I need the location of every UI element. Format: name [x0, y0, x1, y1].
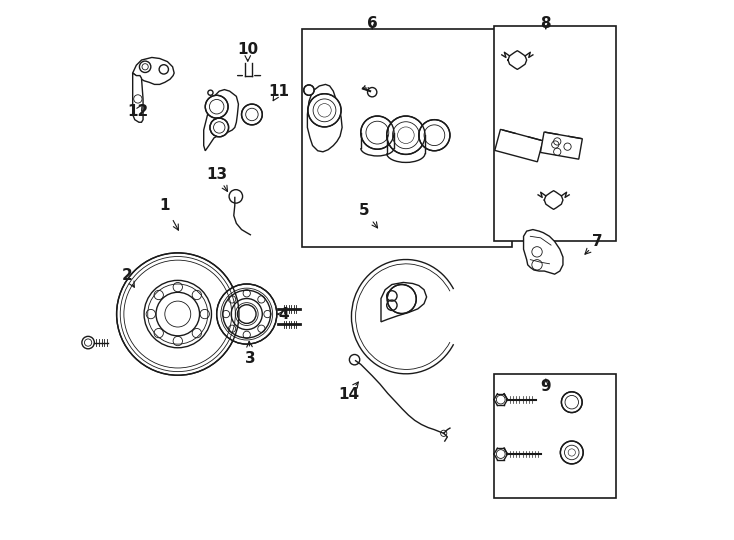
Text: 7: 7: [592, 234, 603, 249]
Circle shape: [206, 95, 228, 118]
Polygon shape: [523, 230, 563, 274]
Circle shape: [361, 116, 394, 149]
Circle shape: [217, 284, 277, 344]
Circle shape: [241, 104, 262, 125]
Text: 6: 6: [367, 16, 377, 31]
Text: 9: 9: [540, 379, 551, 394]
Polygon shape: [204, 90, 239, 151]
Bar: [302, 29, 512, 247]
Polygon shape: [381, 282, 426, 322]
Bar: [494, 26, 616, 241]
Text: 13: 13: [206, 167, 228, 181]
Text: 11: 11: [269, 84, 289, 99]
Polygon shape: [133, 73, 143, 122]
Text: 8: 8: [540, 16, 551, 31]
Circle shape: [388, 285, 416, 314]
Text: 4: 4: [279, 307, 289, 321]
Circle shape: [387, 116, 425, 154]
Text: 14: 14: [338, 387, 360, 402]
Text: 10: 10: [237, 42, 258, 57]
Text: 2: 2: [122, 268, 133, 282]
Bar: [494, 374, 616, 498]
Circle shape: [308, 94, 341, 127]
Polygon shape: [495, 130, 543, 162]
Circle shape: [419, 120, 450, 151]
Text: 1: 1: [159, 198, 170, 213]
Polygon shape: [540, 132, 582, 159]
Polygon shape: [308, 84, 342, 152]
Circle shape: [210, 118, 228, 137]
Circle shape: [304, 85, 314, 95]
Circle shape: [560, 441, 584, 464]
Text: 12: 12: [127, 104, 148, 119]
Polygon shape: [133, 57, 174, 84]
Text: 5: 5: [359, 203, 370, 218]
Text: 3: 3: [245, 350, 255, 366]
Circle shape: [117, 253, 239, 375]
Circle shape: [562, 392, 582, 413]
